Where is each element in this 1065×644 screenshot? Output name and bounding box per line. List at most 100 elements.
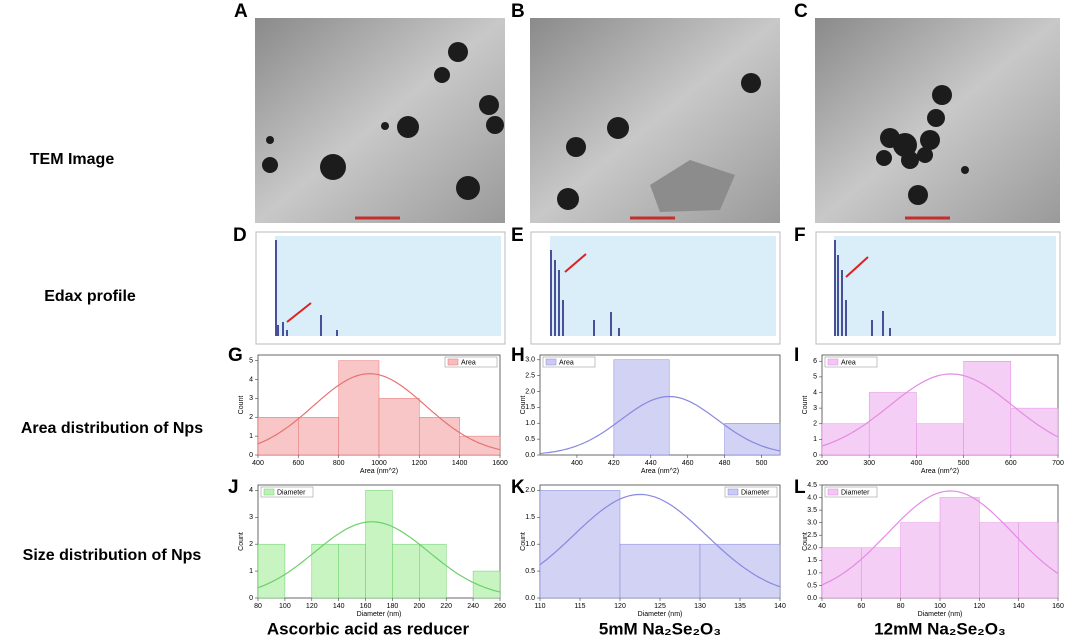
x-tick-label: 200 bbox=[413, 603, 425, 610]
y-tick-label: 3.0 bbox=[807, 520, 817, 527]
y-tick-label: 3 bbox=[249, 514, 253, 521]
y-tick-label: 6 bbox=[813, 358, 817, 365]
bar bbox=[916, 423, 964, 456]
legend-box bbox=[824, 356, 878, 368]
y-tick-label: 3.0 bbox=[525, 357, 535, 364]
x-tick-label: 200 bbox=[816, 460, 828, 467]
x-tick-label: 110 bbox=[534, 603, 545, 610]
labels: TEM Image Edax profile Area distribution… bbox=[21, 1, 1006, 638]
y-tick-label: 2.0 bbox=[525, 388, 535, 395]
bar bbox=[257, 543, 286, 599]
y-axis-label: Count bbox=[802, 532, 809, 551]
bar bbox=[338, 360, 380, 456]
y-tick-label: 2.0 bbox=[807, 545, 817, 552]
x-tick-label: 160 bbox=[360, 603, 372, 610]
panel-letter: F bbox=[794, 225, 806, 246]
legend-swatch bbox=[263, 488, 275, 496]
y-tick-label: 1.0 bbox=[525, 541, 535, 548]
y-tick-label: 0.5 bbox=[807, 582, 817, 589]
histogram: 200 300 400 500 600 700 0 1 2 3 4 5 6 Area (nm^2) Coun… bbox=[802, 354, 1064, 475]
bar bbox=[365, 490, 393, 599]
legend-label: Diameter bbox=[277, 489, 306, 496]
legend-swatch bbox=[447, 358, 459, 366]
panel-letter: K bbox=[511, 477, 525, 498]
x-tick-label: 80 bbox=[254, 603, 262, 610]
y-axis-label: Count bbox=[238, 532, 245, 551]
panel-letter: C bbox=[794, 1, 808, 22]
y-tick-label: 0.0 bbox=[807, 595, 817, 602]
y-tick-label: 1 bbox=[249, 433, 253, 440]
x-tick-label: 800 bbox=[333, 460, 345, 467]
x-tick-label: 400 bbox=[571, 460, 583, 467]
normal-fit bbox=[821, 490, 1059, 586]
column-label: Ascorbic acid as reducer bbox=[267, 619, 470, 638]
x-tick-label: 300 bbox=[863, 460, 875, 467]
normal-fit bbox=[257, 521, 501, 593]
bar bbox=[419, 543, 447, 599]
bar bbox=[311, 543, 339, 599]
bar bbox=[378, 398, 420, 456]
x-axis-label: Diameter (nm) bbox=[357, 611, 402, 618]
bar bbox=[619, 543, 701, 599]
x-tick-label: 420 bbox=[608, 460, 620, 467]
x-tick-label: 60 bbox=[857, 603, 865, 610]
bar bbox=[338, 543, 366, 599]
x-tick-label: 260 bbox=[494, 603, 506, 610]
x-tick-label: 240 bbox=[467, 603, 479, 610]
y-tick-label: 0.5 bbox=[525, 568, 535, 575]
legend-box bbox=[260, 486, 314, 498]
x-tick-label: 120 bbox=[973, 603, 985, 610]
x-tick-label: 700 bbox=[1052, 460, 1064, 467]
panel-letter: B bbox=[511, 1, 525, 22]
x-tick-label: 115 bbox=[574, 603, 585, 610]
y-axis-label: Count bbox=[802, 396, 809, 415]
y-tick-label: 4.5 bbox=[807, 482, 817, 489]
row-label: TEM Image bbox=[30, 151, 115, 168]
bar bbox=[861, 547, 901, 599]
bar bbox=[979, 522, 1019, 599]
y-tick-label: 0 bbox=[249, 595, 253, 602]
x-tick-label: 400 bbox=[252, 460, 264, 467]
x-tick-label: 1400 bbox=[452, 460, 468, 467]
y-tick-label: 1 bbox=[813, 436, 817, 443]
bar bbox=[1018, 522, 1059, 599]
bar bbox=[539, 490, 621, 599]
x-tick-label: 135 bbox=[734, 603, 746, 610]
normal-fit bbox=[539, 493, 781, 588]
x-tick-label: 40 bbox=[818, 603, 826, 610]
x-tick-label: 600 bbox=[292, 460, 304, 467]
y-tick-label: 3.5 bbox=[807, 507, 817, 514]
y-tick-label: 1 bbox=[249, 568, 253, 575]
y-tick-label: 2 bbox=[813, 421, 817, 428]
y-tick-label: 1.0 bbox=[807, 570, 817, 577]
x-tick-label: 440 bbox=[645, 460, 657, 467]
row-label: Area distribution of Nps bbox=[21, 420, 203, 437]
x-tick-label: 160 bbox=[1052, 603, 1064, 610]
y-tick-label: 1.5 bbox=[807, 557, 817, 564]
bar bbox=[963, 361, 1012, 456]
legend-label: Diameter bbox=[841, 489, 870, 496]
y-tick-label: 4.0 bbox=[807, 494, 817, 501]
x-tick-label: 120 bbox=[614, 603, 626, 610]
bar bbox=[939, 497, 980, 599]
x-tick-label: 120 bbox=[306, 603, 318, 610]
column-label: 5mM Na₂Se₂O₃ bbox=[599, 619, 721, 638]
y-tick-label: 3 bbox=[249, 395, 253, 402]
x-tick-label: 80 bbox=[897, 603, 905, 610]
legend-label: Area bbox=[559, 359, 574, 366]
tem-images bbox=[255, 18, 1060, 223]
column-label: 12mM Na₂Se₂O₃ bbox=[874, 619, 1006, 638]
y-tick-label: 2.5 bbox=[807, 532, 817, 539]
y-tick-label: 4 bbox=[249, 376, 253, 383]
bar bbox=[459, 435, 501, 456]
x-tick-label: 400 bbox=[911, 460, 923, 467]
y-tick-label: 1.5 bbox=[525, 514, 535, 521]
x-tick-label: 140 bbox=[333, 603, 345, 610]
x-axis-label: Diameter (nm) bbox=[638, 611, 683, 618]
x-axis-label: Area (nm^2) bbox=[921, 468, 959, 475]
bar bbox=[419, 417, 460, 456]
y-tick-label: 1.0 bbox=[525, 420, 535, 427]
y-tick-label: 0 bbox=[813, 452, 817, 459]
y-tick-label: 0.0 bbox=[525, 452, 535, 459]
legend-swatch bbox=[827, 488, 839, 496]
